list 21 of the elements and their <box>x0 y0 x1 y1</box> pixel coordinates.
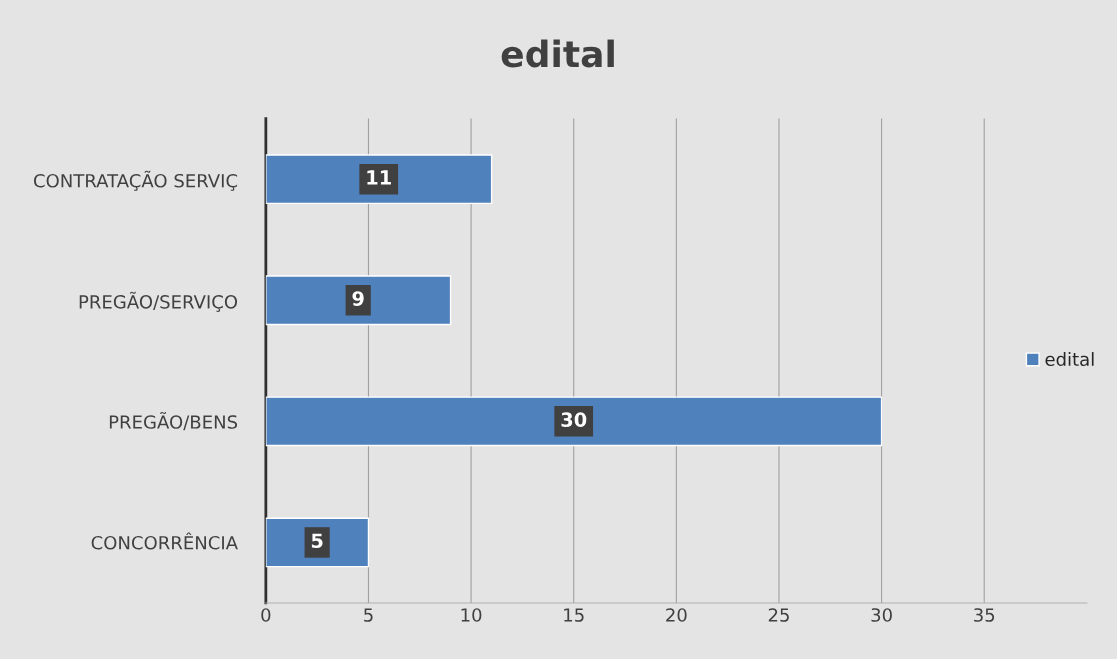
bar <box>265 396 883 447</box>
data-label: 11 <box>367 170 391 185</box>
data-label: 30 <box>561 412 587 427</box>
x-tick-label: 30 <box>871 608 892 622</box>
chart-title: edital <box>501 39 614 68</box>
y-tick-label: CONCORRÊNCIA <box>91 532 238 550</box>
x-tick-label: 15 <box>564 608 584 622</box>
x-tick-label: 10 <box>461 608 482 622</box>
bar <box>265 154 493 205</box>
y-tick-label: PREGÃO/SERVIÇO <box>79 291 238 312</box>
x-tick-label: 20 <box>666 608 687 622</box>
x-tick-label: 25 <box>768 608 789 622</box>
x-tick-label: 0 <box>261 608 271 622</box>
data-label: 9 <box>352 291 364 306</box>
bar <box>265 275 452 326</box>
y-tick-label: CONTRATAÇÃO SERVIÇ <box>33 170 238 191</box>
x-tick-label: 35 <box>974 608 995 622</box>
legend-label: edital <box>1045 352 1094 367</box>
data-label: 5 <box>311 533 323 549</box>
x-tick-label: 5 <box>364 608 373 622</box>
y-tick-label: PREGÃO/BENS <box>109 412 238 431</box>
